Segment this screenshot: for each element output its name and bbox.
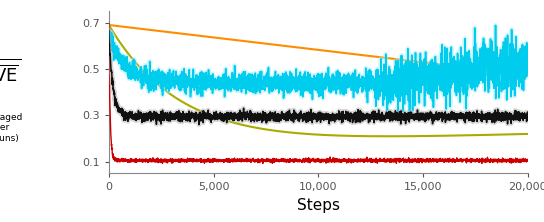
Text: (averaged
over
50 runs): (averaged over 50 runs)	[0, 113, 23, 143]
Text: $\sqrt{\overline{\mathrm{VE}}}$: $\sqrt{\overline{\mathrm{VE}}}$	[0, 59, 21, 86]
X-axis label: Steps: Steps	[296, 198, 340, 213]
